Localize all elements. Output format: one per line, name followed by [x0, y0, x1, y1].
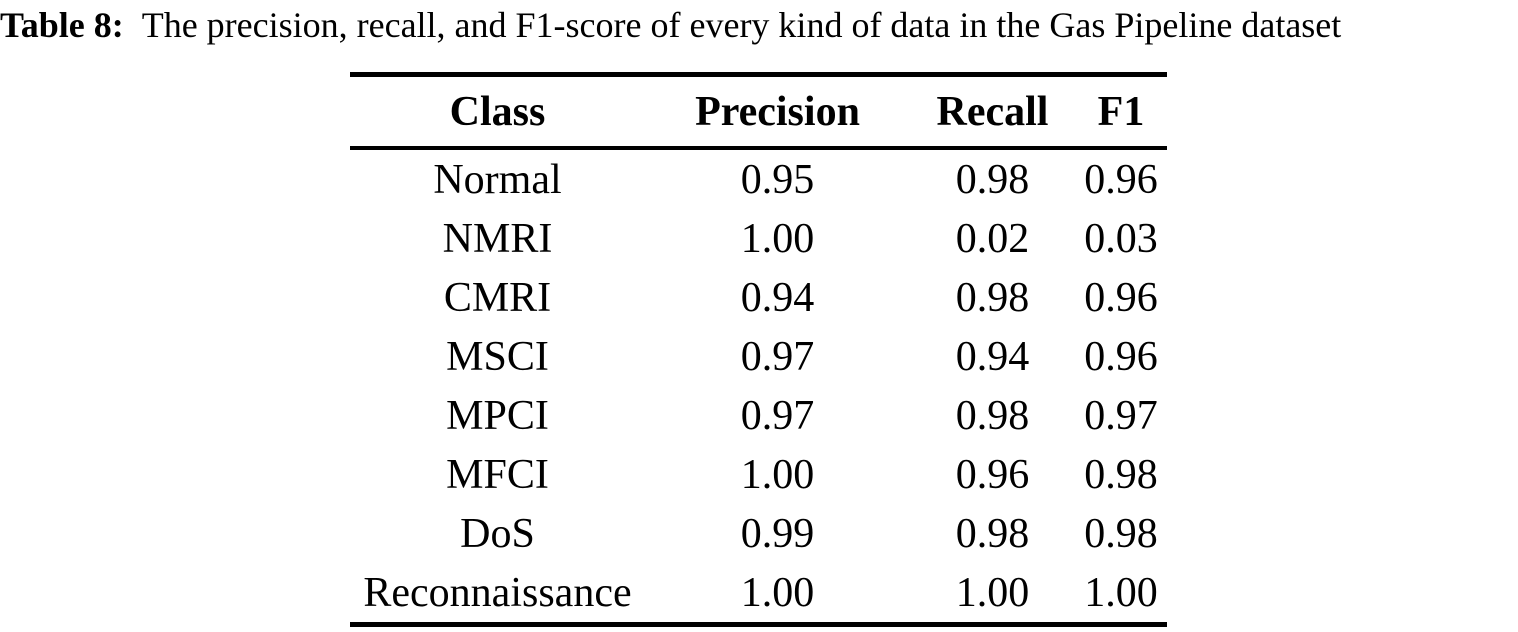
- f1-cell: 1.00: [1084, 569, 1158, 616]
- class-cell: NMRI: [442, 215, 553, 262]
- caption-text: The precision, recall, and F1-score of e…: [141, 5, 1342, 45]
- column-header-class: Class: [449, 88, 546, 135]
- recall-cell: 0.96: [955, 451, 1030, 498]
- class-cell: Reconnaissance: [363, 569, 632, 616]
- caption-label: Table 8:: [0, 5, 124, 45]
- recall-cell: 0.98: [955, 274, 1030, 321]
- column-header-f1: F1: [1097, 88, 1145, 135]
- column-header-recall: Recall: [936, 88, 1049, 135]
- class-cell: MPCI: [446, 392, 549, 439]
- f1-cell: 0.98: [1084, 451, 1158, 498]
- class-cell: Normal: [433, 156, 562, 203]
- f1-cell: 0.98: [1084, 510, 1158, 557]
- precision-cell: 0.97: [740, 392, 815, 439]
- f1-cell: 0.03: [1084, 215, 1158, 262]
- table-row: CMRI 0.94 0.98 0.96: [350, 268, 1167, 327]
- class-cell: MFCI: [446, 451, 549, 498]
- class-cell: CMRI: [443, 274, 552, 321]
- precision-cell: 0.99: [740, 510, 815, 557]
- f1-cell: 0.96: [1084, 333, 1158, 380]
- table-row: MFCI 1.00 0.96 0.98: [350, 445, 1167, 504]
- precision-cell: 1.00: [740, 451, 815, 498]
- recall-cell: 0.94: [955, 333, 1030, 380]
- table-row: MPCI 0.97 0.98 0.97: [350, 386, 1167, 445]
- precision-cell: 0.95: [740, 156, 815, 203]
- results-table: Class Precision Recall F1 Normal 0.95 0.…: [350, 72, 1167, 627]
- table-row: MSCI 0.97 0.94 0.96: [350, 327, 1167, 386]
- precision-cell: 0.94: [740, 274, 815, 321]
- recall-cell: 0.02: [955, 215, 1030, 262]
- recall-cell: 0.98: [955, 510, 1030, 557]
- f1-cell: 0.97: [1084, 392, 1158, 439]
- table-row: Normal 0.95 0.98 0.96: [350, 148, 1167, 209]
- precision-cell: 1.00: [740, 215, 815, 262]
- recall-cell: 1.00: [955, 569, 1030, 616]
- table-caption: Table 8: The precision, recall, and F1-sc…: [0, 1, 1518, 49]
- f1-cell: 0.96: [1084, 274, 1158, 321]
- column-header-precision: Precision: [695, 88, 860, 135]
- class-cell: DoS: [460, 510, 535, 557]
- table-row: NMRI 1.00 0.02 0.03: [350, 209, 1167, 268]
- table-row: DoS 0.99 0.98 0.98: [350, 504, 1167, 563]
- table-row: Reconnaissance 1.00 1.00 1.00: [350, 563, 1167, 625]
- class-cell: MSCI: [446, 333, 549, 380]
- f1-cell: 0.96: [1084, 156, 1158, 203]
- recall-cell: 0.98: [955, 392, 1030, 439]
- precision-cell: 0.97: [740, 333, 815, 380]
- recall-cell: 0.98: [955, 156, 1030, 203]
- precision-cell: 1.00: [740, 569, 815, 616]
- header-row: Class Precision Recall F1: [350, 75, 1167, 148]
